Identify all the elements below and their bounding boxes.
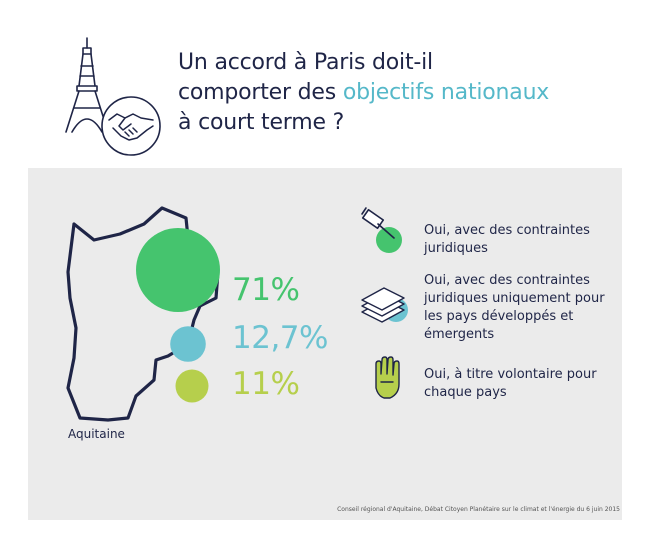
- legend-entry-1: Oui, avec des contraintes juridiques uni…: [424, 272, 605, 344]
- chart-panel: [28, 168, 622, 520]
- title-line-3: à court terme ?: [178, 110, 345, 135]
- legend-line: Oui, avec des contraintes: [424, 273, 590, 288]
- region-label: Aquitaine: [68, 427, 125, 441]
- legend-entry-0: Oui, avec des contraintes juridiques: [424, 222, 590, 258]
- handshake-icon: [101, 96, 161, 156]
- legend-line: Oui, avec des contraintes: [424, 223, 590, 238]
- eiffel-tower-icon: [65, 37, 109, 133]
- data-label-1: 12,7%: [232, 320, 328, 356]
- title: Un accord à Paris doit-il comporter des …: [178, 48, 618, 138]
- data-label-0: 71%: [232, 272, 300, 308]
- money-stack-icon: [361, 287, 408, 323]
- legend-entry-2: Oui, à titre volontaire pour chaque pays: [424, 366, 597, 402]
- title-line-1: Un accord à Paris doit-il: [178, 50, 433, 75]
- bubble-1: [170, 326, 206, 362]
- hand-icon: [375, 356, 400, 399]
- gavel-icon: [361, 207, 402, 253]
- source-note: Conseil régional d'Aquitaine, Débat Cito…: [337, 506, 620, 513]
- legend-line: Oui, à titre volontaire pour: [424, 367, 597, 382]
- title-line-2-text: comporter des: [178, 80, 343, 105]
- legend-dot-0: [376, 227, 402, 253]
- legend-dot-2: [375, 356, 400, 399]
- legend-line: juridiques: [424, 241, 488, 256]
- title-accent: objectifs nationaux: [342, 80, 550, 105]
- legend-line: émergents: [424, 327, 495, 342]
- legend-line: les pays développés et: [424, 309, 574, 324]
- bubble-chart: [66, 206, 220, 422]
- legend-line: juridiques uniquement pour: [424, 291, 605, 306]
- title-line-2: comporter des objectifs nationaux: [178, 78, 618, 108]
- bubble-2: [175, 369, 209, 403]
- legend-line: chaque pays: [424, 385, 507, 400]
- bubble-0: [136, 228, 220, 312]
- data-label-2: 11%: [232, 366, 300, 402]
